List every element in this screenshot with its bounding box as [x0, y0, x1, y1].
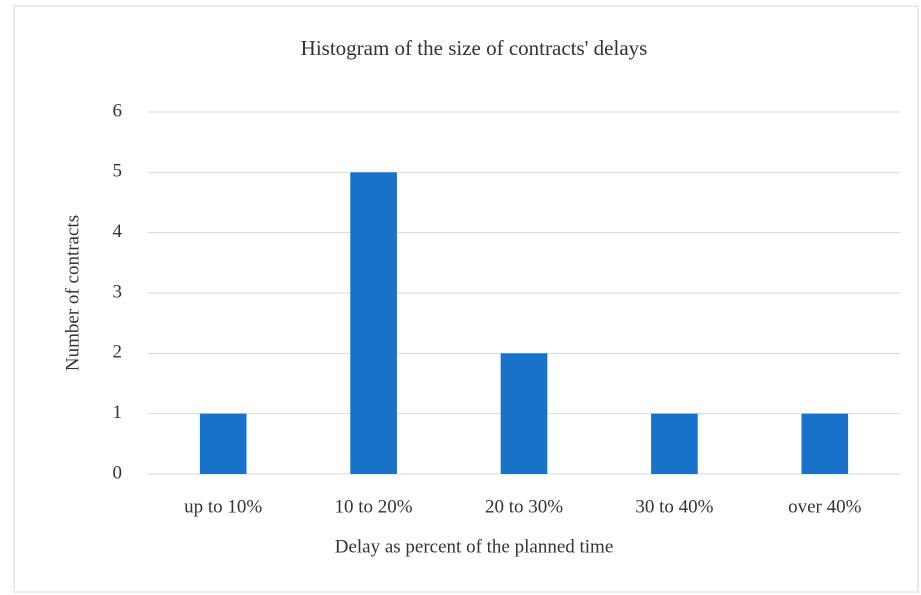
y-tick-label: 1	[113, 402, 123, 423]
y-axis-label: Number of contracts	[62, 215, 83, 371]
bar	[500, 353, 548, 474]
bar	[350, 172, 397, 475]
x-axis-label: Delay as percent of the planned time	[335, 536, 614, 557]
y-tick-label: 5	[113, 161, 123, 182]
y-tick-label: 3	[113, 281, 123, 302]
x-tick-label: 20 to 30%	[485, 496, 563, 517]
chart-title: Histogram of the size of contracts' dela…	[301, 36, 648, 60]
bar	[199, 413, 247, 474]
x-tick-label: over 40%	[788, 496, 862, 517]
chart-frame	[13, 5, 919, 593]
y-tick-label: 6	[113, 100, 123, 121]
x-tick-label: 30 to 40%	[635, 496, 713, 517]
x-tick-label: up to 10%	[184, 496, 262, 517]
bar	[651, 413, 698, 474]
y-tick-label: 2	[113, 342, 123, 363]
bar	[801, 413, 849, 474]
y-tick-label: 4	[113, 221, 123, 242]
x-tick-label: 10 to 20%	[335, 496, 413, 517]
y-tick-label: 0	[113, 462, 123, 483]
